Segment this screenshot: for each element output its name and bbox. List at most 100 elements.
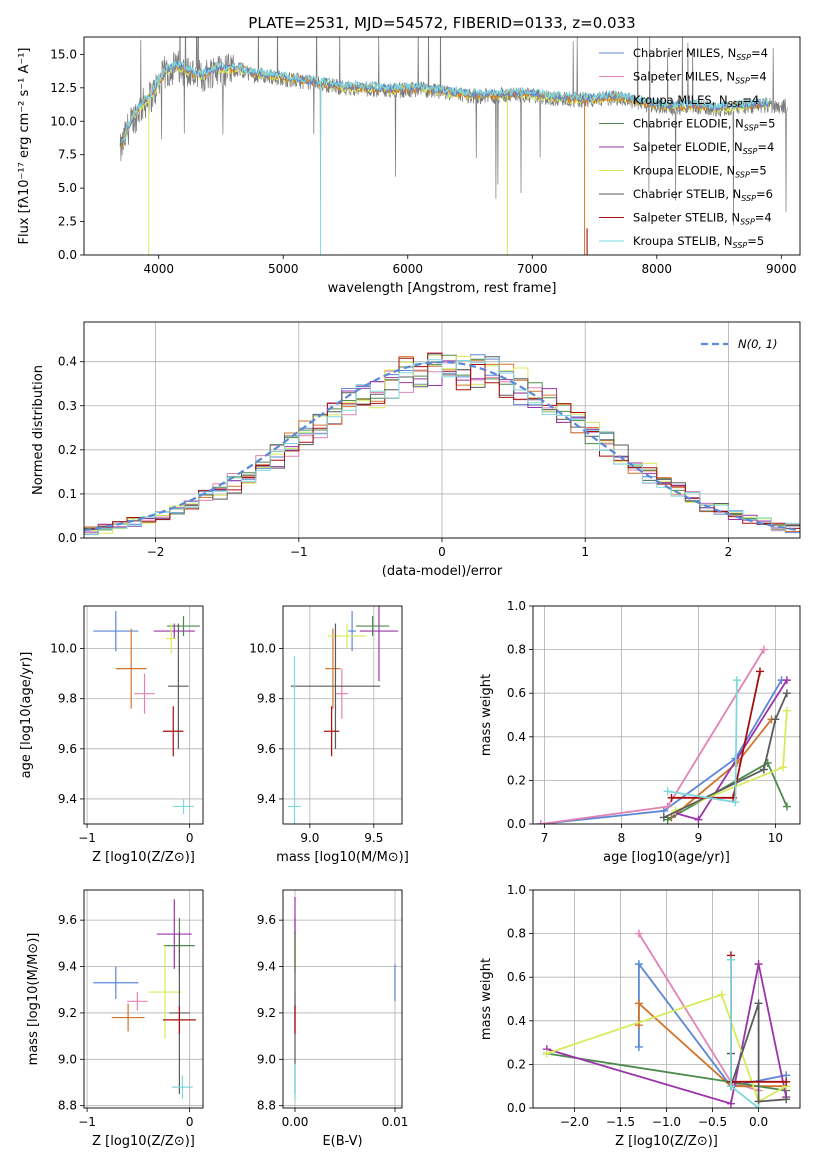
spectrum-legend: Chabrier MILES, NSSP=4 Salpeter MILES, NS… bbox=[599, 46, 775, 250]
y-tick-label: 0.8 bbox=[507, 927, 526, 941]
y-tick-label: 9.4 bbox=[58, 792, 77, 806]
weight-marker-chabrier_elodie bbox=[782, 802, 791, 811]
x-tick-label: 6000 bbox=[392, 262, 423, 276]
legend-entry-kroupa_miles: Kroupa MILES, NSSP=4 bbox=[633, 93, 759, 109]
y-tick-label: 0.0 bbox=[507, 817, 526, 831]
y-tick-label: 0.6 bbox=[507, 970, 526, 984]
y-tick-label: 0.2 bbox=[58, 443, 77, 457]
y-tick-label: 9.0 bbox=[58, 1052, 77, 1066]
axes-frame bbox=[282, 605, 403, 825]
legend-tail: =4 bbox=[755, 211, 772, 225]
legend-entry-salpeter_elodie: Salpeter ELODIE, NSSP=4 bbox=[633, 140, 774, 156]
x-tick-label: 0.00 bbox=[282, 1115, 309, 1129]
x-axis-label: wavelength [Angstrom, rest frame] bbox=[328, 281, 557, 296]
y-tick-label: 9.6 bbox=[257, 913, 276, 927]
x-tick-label: 8 bbox=[618, 831, 626, 845]
legend-label: Kroupa STELIB, N bbox=[633, 234, 733, 248]
model-line-kroupa_stelib bbox=[120, 60, 770, 143]
legend-sub: SSP bbox=[735, 171, 750, 180]
weight-marker-kroupa_stelib bbox=[726, 955, 735, 964]
chart-title: PLATE=2531, MJD=54572, FIBERID=0133, z=0… bbox=[248, 14, 635, 32]
plot-area bbox=[288, 606, 399, 824]
x-tick-label: 9 bbox=[695, 831, 703, 845]
legend-label: Kroupa MILES, N bbox=[633, 93, 728, 107]
y-tick-label: 2.5 bbox=[58, 215, 77, 229]
y-tick-label: 9.4 bbox=[58, 960, 77, 974]
y-tick-label: 0.6 bbox=[507, 686, 526, 700]
weight-marker-salpeter_miles bbox=[759, 645, 768, 654]
weight-line-chabrier_miles bbox=[540, 679, 783, 824]
y-tick-label: 0.2 bbox=[507, 773, 526, 787]
x-tick-label: 0.0 bbox=[749, 1115, 768, 1129]
y-tick-label: 9.0 bbox=[257, 1052, 276, 1066]
legend-entry-chabrier_miles: Chabrier MILES, NSSP=4 bbox=[633, 46, 768, 62]
legend-tail: =5 bbox=[750, 164, 767, 178]
legend-sub: SSP bbox=[736, 53, 751, 62]
histogram-kroupa_stelib bbox=[84, 358, 800, 538]
weight-marker-chabrier_miles bbox=[634, 960, 643, 969]
x-tick-label: 0 bbox=[186, 1115, 194, 1129]
legend-label: Salpeter ELODIE, N bbox=[633, 140, 743, 154]
y-tick-label: 0.4 bbox=[507, 730, 526, 744]
legend-entry-normal: N(0, 1) bbox=[738, 337, 778, 351]
y-tick-label: 8.8 bbox=[58, 1099, 77, 1113]
x-axis-label: age [log10(age/yr)] bbox=[603, 850, 730, 865]
axes-frame bbox=[83, 889, 204, 1109]
y-tick-label: 9.4 bbox=[257, 792, 276, 806]
weight-marker-chabrier_stelib bbox=[782, 689, 791, 698]
axes-frame bbox=[532, 889, 801, 1109]
legend-sub: SSP bbox=[741, 194, 756, 203]
y-tick-label: 0.2 bbox=[507, 1057, 526, 1071]
legend-sub: SSP bbox=[744, 124, 759, 133]
x-tick-label: 1 bbox=[581, 545, 589, 559]
weight-marker-salpeter_elodie bbox=[726, 1099, 735, 1108]
y-tick-label: 0.0 bbox=[507, 1101, 526, 1115]
legend-entry-chabrier_stelib: Chabrier STELIB, NSSP=6 bbox=[633, 187, 773, 203]
legend-entry-kroupa_stelib: Kroupa STELIB, NSSP=5 bbox=[633, 234, 764, 250]
x-tick-label: 4000 bbox=[143, 262, 174, 276]
x-tick-label: −1 bbox=[290, 545, 308, 559]
panel-age_vs_z: −1 0 9.4 9.6 9.8 10.0 Z [log10(Z/Z⊙)] age [log1… bbox=[19, 605, 204, 865]
y-tick-label: 0.4 bbox=[58, 355, 77, 369]
axes-frame bbox=[532, 605, 801, 825]
y-tick-label: 9.2 bbox=[58, 1006, 77, 1020]
legend-label: Chabrier STELIB, N bbox=[633, 187, 741, 201]
legend-entry-chabrier_elodie: Chabrier ELODIE, NSSP=5 bbox=[633, 117, 775, 133]
plot-area bbox=[119, 37, 788, 255]
x-tick-label: −2.0 bbox=[560, 1115, 589, 1129]
legend-entry-salpeter_miles: Salpeter MILES, NSSP=4 bbox=[633, 70, 767, 86]
legend-sub: SSP bbox=[740, 218, 755, 227]
weight-marker-chabrier_stelib bbox=[754, 999, 763, 1008]
legend-tail: =4 bbox=[750, 70, 767, 84]
x-tick-label: 0.01 bbox=[382, 1115, 409, 1129]
legend-sub: SSP bbox=[728, 100, 743, 109]
weight-marker-chabrier_miles bbox=[634, 1042, 643, 1051]
y-tick-label: 10.0 bbox=[50, 642, 77, 656]
legend-tail: =5 bbox=[759, 117, 776, 131]
y-tick-label: 5.0 bbox=[58, 181, 77, 195]
y-tick-label: 9.6 bbox=[58, 742, 77, 756]
y-tick-label: 0.8 bbox=[507, 643, 526, 657]
x-tick-label: −1.0 bbox=[652, 1115, 681, 1129]
x-tick-label: 0 bbox=[186, 831, 194, 845]
legend-label: Salpeter STELIB, N bbox=[633, 211, 740, 225]
x-tick-label: −1 bbox=[78, 831, 96, 845]
weight-marker-chabrier_stelib bbox=[782, 1095, 791, 1104]
x-axis-label: Z [log10(Z/Z⊙)] bbox=[92, 1134, 195, 1149]
weight-marker-kroupa_elodie bbox=[717, 990, 726, 999]
weight-marker-salpeter_miles bbox=[663, 802, 672, 811]
x-tick-label: 9.0 bbox=[300, 831, 319, 845]
y-tick-label: 1.0 bbox=[507, 883, 526, 897]
x-tick-label: 9.5 bbox=[364, 831, 383, 845]
weight-line-chabrier_stelib bbox=[663, 692, 788, 819]
legend-label: Kroupa ELODIE, N bbox=[633, 164, 735, 178]
panel-mass_vs_ebv: 0.00 0.01 8.8 9.0 9.2 9.4 9.6 E(B-V) bbox=[257, 889, 409, 1149]
legend-entry-salpeter_stelib: Salpeter STELIB, NSSP=4 bbox=[633, 211, 772, 227]
x-tick-label: −1.5 bbox=[606, 1115, 635, 1129]
legend-label: Chabrier ELODIE, N bbox=[633, 117, 744, 131]
x-axis-label: E(B-V) bbox=[322, 1134, 362, 1149]
plot-area bbox=[294, 896, 396, 1102]
panel-age_vs_mass: 9.0 9.5 9.4 9.6 9.8 10.0 mass [log10(M/M⊙)] bbox=[249, 605, 409, 865]
x-tick-label: −2 bbox=[147, 545, 165, 559]
weight-marker-kroupa_miles bbox=[634, 999, 643, 1008]
